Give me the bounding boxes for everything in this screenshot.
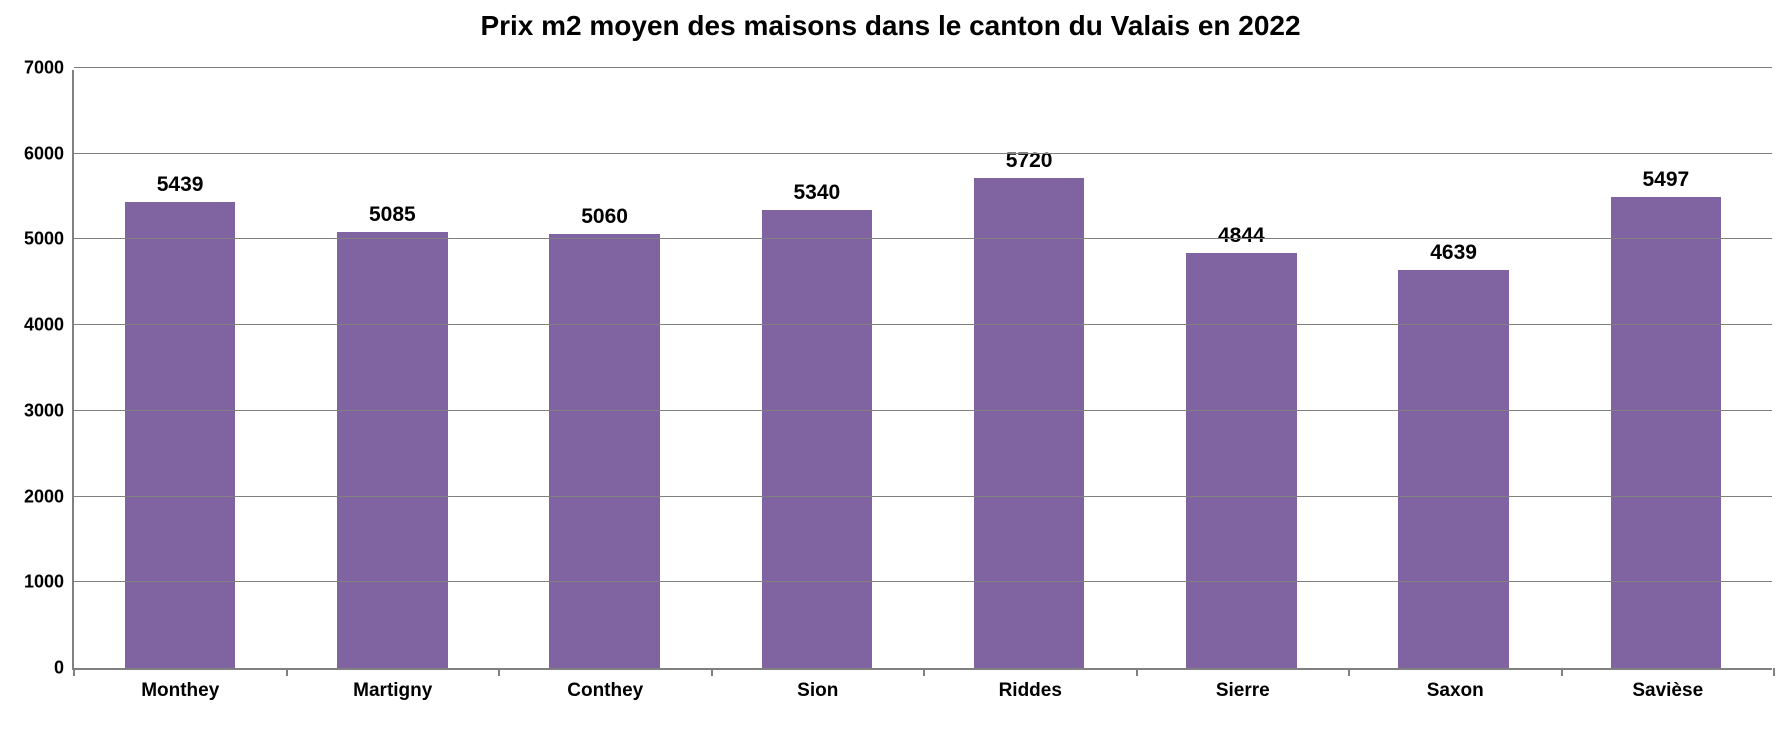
ytick-label: 3000 (24, 400, 64, 421)
xtick-label: Monthey (141, 680, 219, 702)
xtick-label: Martigny (353, 680, 432, 702)
ytick-label: 1000 (24, 572, 64, 593)
bar: 5720 (974, 178, 1084, 668)
xtick (1561, 668, 1563, 676)
bar: 5497 (1611, 197, 1721, 668)
ytick-label: 4000 (24, 315, 64, 336)
gridline (74, 581, 1772, 582)
xtick (1773, 668, 1775, 676)
bar-slot: 5060 (499, 70, 711, 668)
bar-value-label: 4844 (1218, 224, 1265, 248)
gridline (74, 496, 1772, 497)
gridline (74, 324, 1772, 325)
bar-slot: 5720 (923, 70, 1135, 668)
bar: 5060 (549, 234, 659, 668)
ytick-label: 0 (54, 658, 64, 679)
bar-slot: 4639 (1348, 70, 1560, 668)
xtick-label: Saxon (1427, 680, 1484, 702)
xtick (711, 668, 713, 676)
xtick-label: Savièse (1632, 680, 1703, 702)
xtick-label: Riddes (999, 680, 1062, 702)
gridline (74, 410, 1772, 411)
bar-slot: 5439 (74, 70, 286, 668)
xtick (286, 668, 288, 676)
chart-title: Prix m2 moyen des maisons dans le canton… (0, 10, 1781, 42)
bar: 5085 (337, 232, 447, 668)
ytick-label: 5000 (24, 229, 64, 250)
bar-value-label: 5340 (794, 181, 841, 205)
xtick (73, 668, 75, 676)
bar-value-label: 5439 (157, 173, 204, 197)
bar-slot: 5085 (286, 70, 498, 668)
xtick-label: Sierre (1216, 680, 1270, 702)
bar-value-label: 5060 (581, 205, 628, 229)
bar: 5340 (762, 210, 872, 668)
gridline (74, 238, 1772, 239)
plot-area: 54395085506053405720484446395497 0100020… (72, 70, 1772, 670)
bar: 4639 (1398, 270, 1508, 668)
ytick-label: 7000 (24, 58, 64, 79)
xtick (1348, 668, 1350, 676)
bars-container: 5439 5085 5060 5340 5720 4844 4639 5497 (74, 70, 1772, 668)
xtick (1136, 668, 1138, 676)
bar-value-label: 4639 (1430, 241, 1477, 265)
xtick (498, 668, 500, 676)
bar-slot: 4844 (1135, 70, 1347, 668)
xtick-label: Conthey (567, 680, 643, 702)
bar-value-label: 5085 (369, 203, 416, 227)
bar-slot: 5340 (711, 70, 923, 668)
ytick-label: 2000 (24, 486, 64, 507)
bar-chart: Prix m2 moyen des maisons dans le canton… (0, 0, 1781, 731)
gridline (74, 153, 1772, 154)
bar-slot: 5497 (1560, 70, 1772, 668)
ytick-label: 6000 (24, 143, 64, 164)
xtick-label: Sion (797, 680, 838, 702)
bar-value-label: 5497 (1643, 168, 1690, 192)
bar: 5439 (125, 202, 235, 668)
gridline (74, 67, 1772, 68)
xtick (923, 668, 925, 676)
bar: 4844 (1186, 253, 1296, 668)
